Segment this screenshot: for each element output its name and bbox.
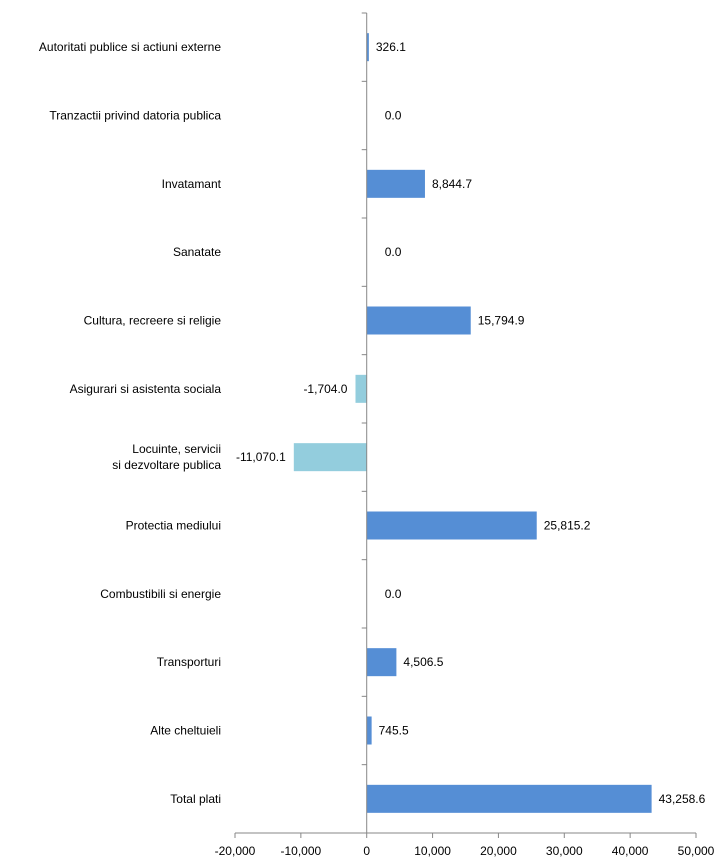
category-label-2: Invatamant [162, 177, 222, 191]
x-tick-label-6: 40,000 [612, 844, 649, 858]
value-label-1: 0.0 [385, 109, 402, 123]
value-label-7: 25,815.2 [544, 519, 591, 533]
value-label-0: 326.1 [376, 40, 406, 54]
axes-group: -20,000 -10,000 0 10,000 20,000 30,000 40,000 5… [215, 12, 715, 858]
bar-0 [366, 33, 369, 62]
x-tick-label-7: 50,000 [678, 844, 715, 858]
value-label-9: 4,506.5 [403, 655, 443, 669]
value-label-10: 745.5 [379, 724, 409, 738]
category-label-11: Total plati [170, 792, 221, 806]
x-tick-label-1: -10,000 [281, 844, 322, 858]
x-tick-label-4: 20,000 [480, 844, 517, 858]
category-label-6: Locuinte, servicii si dezvoltare publica [112, 442, 221, 472]
value-label-4: 15,794.9 [478, 314, 525, 328]
bars-group [293, 33, 652, 813]
bar-10 [366, 716, 372, 745]
value-label-6: -11,070.1 [236, 450, 286, 464]
x-tick-label-5: 30,000 [546, 844, 583, 858]
category-label-4: Cultura, recreere si religie [84, 314, 222, 328]
bar-5 [355, 374, 367, 403]
category-label-7: Protectia mediului [126, 519, 221, 533]
category-label-9: Transporturi [157, 655, 221, 669]
bar-6 [293, 443, 367, 472]
bar-7 [366, 511, 537, 540]
x-tick-label-2: 0 [363, 844, 370, 858]
bar-11 [366, 784, 652, 813]
bar-4 [366, 306, 471, 335]
value-label-11: 43,258.6 [659, 792, 706, 806]
value-label-2: 8,844.7 [432, 177, 472, 191]
value-label-3: 0.0 [385, 245, 402, 259]
category-label-8: Combustibili si energie [100, 587, 221, 601]
category-label-3: Sanatate [173, 245, 221, 259]
category-label-5: Asigurari si asistenta sociala [70, 382, 222, 396]
labels-group: 326.1 Autoritati publice si actiuni exter… [39, 40, 706, 806]
bar-9 [366, 648, 397, 677]
bar-2 [366, 169, 425, 198]
x-tick-label-0: -20,000 [215, 844, 256, 858]
x-tick-label-3: 10,000 [414, 844, 451, 858]
category-label-0: Autoritati publice si actiuni externe [39, 40, 221, 54]
value-label-8: 0.0 [385, 587, 402, 601]
category-label-10: Alte cheltuieli [150, 724, 221, 738]
category-label-1: Tranzactii privind datoria publica [49, 109, 221, 123]
value-label-5: -1,704.0 [303, 382, 347, 396]
